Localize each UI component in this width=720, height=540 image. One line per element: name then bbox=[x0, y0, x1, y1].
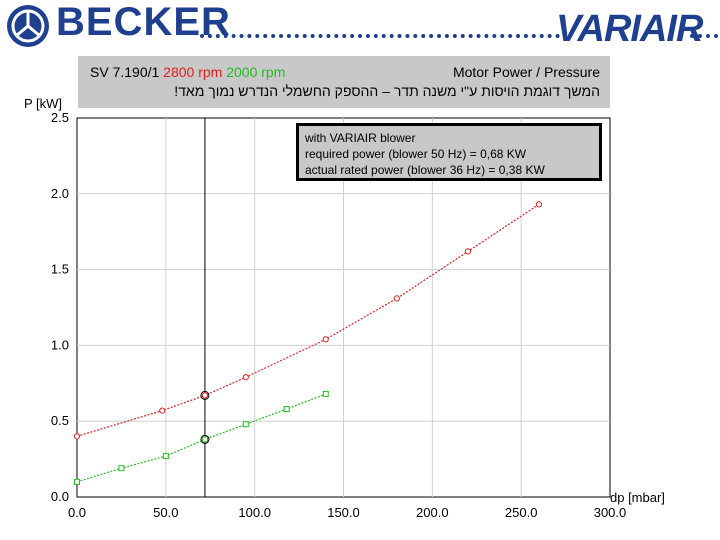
highlight-point bbox=[200, 434, 210, 444]
y-tick-label: 0.5 bbox=[51, 413, 69, 428]
series-1-point bbox=[535, 201, 543, 208]
y-tick-label: 0.0 bbox=[51, 489, 69, 504]
series-2-point bbox=[201, 436, 208, 443]
y-axis-label: P [kW] bbox=[24, 96, 63, 111]
x-axis-label: dp [mbar] bbox=[610, 490, 665, 505]
y-tick-label: 2.0 bbox=[51, 186, 69, 201]
model-label: SV 7.190/1 bbox=[90, 64, 160, 80]
y-tick-label: 1.5 bbox=[51, 262, 69, 277]
series-1-point bbox=[242, 374, 249, 381]
series-1-point bbox=[73, 433, 81, 440]
x-tick-label: 50.0 bbox=[153, 505, 178, 520]
chart-title: SV 7.190/1 2800 rpm 2000 rpm bbox=[90, 64, 285, 80]
x-tick-label: 300.0 bbox=[594, 505, 627, 520]
x-tick-label: 100.0 bbox=[238, 505, 271, 520]
header: BECKER VARIAIR bbox=[0, 0, 720, 56]
x-tick-label: 200.0 bbox=[416, 505, 449, 520]
series-2-point bbox=[322, 390, 329, 397]
series-2-point bbox=[242, 421, 249, 428]
annotation-line-1: with VARIAIR blower bbox=[305, 131, 416, 145]
series-1-point bbox=[159, 407, 166, 414]
series-1-point bbox=[464, 248, 471, 255]
x-tick-label: 0.0 bbox=[68, 505, 86, 520]
variair-brand: VARIAIR bbox=[556, 8, 703, 50]
series-1-point bbox=[322, 336, 329, 343]
highlight-point bbox=[200, 390, 210, 400]
series-2-point bbox=[74, 478, 80, 485]
chart-title-right: Motor Power / Pressure bbox=[452, 64, 600, 80]
series-line-1 bbox=[76, 203, 540, 437]
header-dotted-rule bbox=[200, 34, 560, 38]
becker-logo-icon bbox=[7, 5, 49, 47]
series-2-point bbox=[283, 406, 290, 413]
x-tick-label: 250.0 bbox=[505, 505, 538, 520]
rpm-green-label: 2000 rpm bbox=[226, 64, 286, 80]
series-1-point bbox=[201, 392, 209, 399]
annotation-box: with VARIAIR blower required power (blow… bbox=[296, 123, 602, 181]
rpm-red-label: 2800 rpm bbox=[163, 64, 223, 80]
y-tick-label: 2.5 bbox=[51, 110, 69, 125]
x-tick-label: 150.0 bbox=[327, 505, 360, 520]
annotation-line-2: required power (blower 50 Hz) = 0,68 KW bbox=[305, 147, 527, 161]
header-dotted-rule-right bbox=[690, 34, 718, 38]
chart-subtitle-hebrew: המשך דוגמת הויסות ע"י משנה תדר – ההספק ה… bbox=[174, 83, 600, 99]
series-1-point bbox=[393, 295, 400, 302]
series-2-point bbox=[118, 465, 125, 472]
chart-title-panel: SV 7.190/1 2800 rpm 2000 rpm Motor Power… bbox=[78, 56, 610, 108]
annotation-line-3: actual rated power (blower 36 Hz) = 0,38… bbox=[305, 163, 545, 177]
y-tick-label: 1.0 bbox=[51, 337, 69, 352]
series-2-point bbox=[162, 453, 169, 460]
